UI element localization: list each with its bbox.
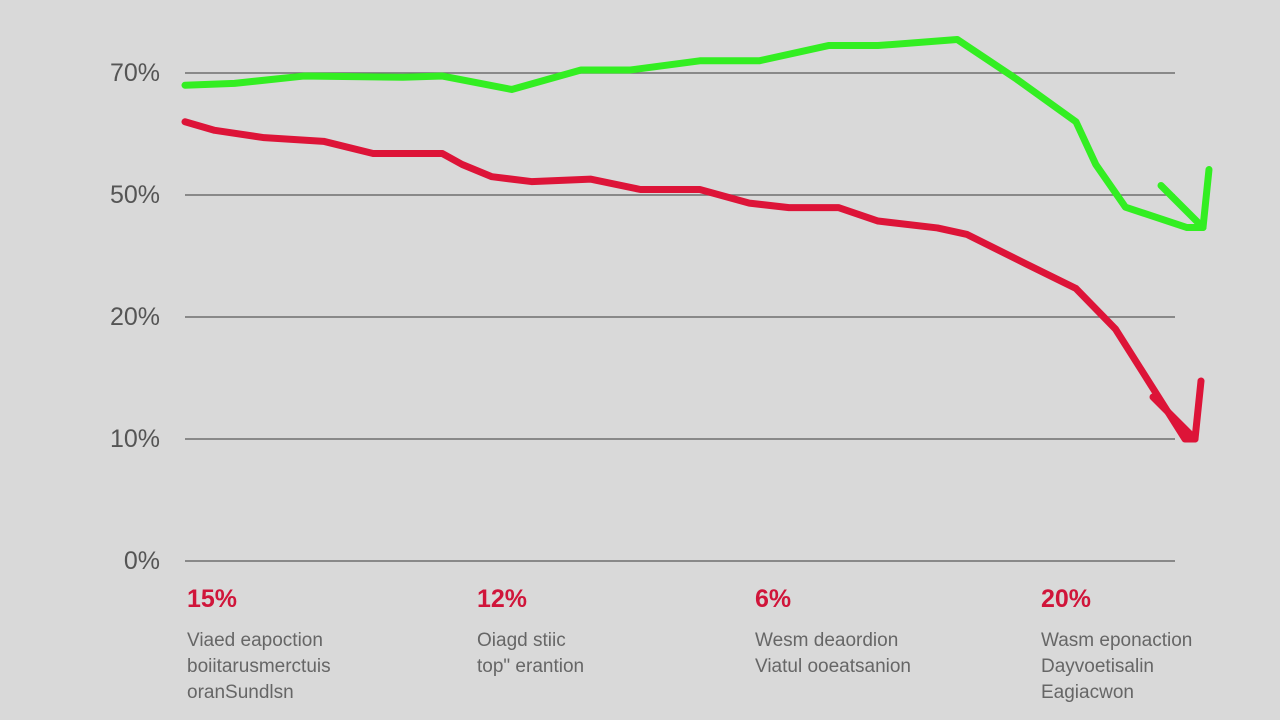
y-tick-label-50: 50% [110, 181, 160, 209]
callout-1-line-3: oranSundlsn [187, 682, 294, 703]
callout-3-line-2: Viatul ooeatsanion [755, 656, 911, 677]
callout-4-line-2: Dayvoetisalin [1041, 656, 1154, 677]
callout-1-line-1: Viaed eapoction [187, 630, 323, 651]
callout-4: 20% Wasm eponaction Dayvoetisalin Eagiac… [1041, 585, 1241, 706]
series-1-arrowhead [1157, 166, 1213, 232]
callout-1-value: 15% [187, 585, 238, 613]
y-tick-label-20: 20% [110, 303, 160, 331]
callout-3-value: 6% [755, 585, 792, 613]
callout-3: 6% Wesm deaordion Viatul ooeatsanion [755, 585, 955, 680]
callout-4-line-3: Eagiacwon [1041, 682, 1134, 703]
y-tick-label-0: 0% [124, 547, 160, 575]
callout-1: 15% Viaed eapoction boiitarusmerctuis or… [187, 585, 387, 706]
callout-2: 12% Oiagd stiic top" erantion [477, 585, 677, 680]
series-2-line [181, 118, 1199, 443]
callout-4-value: 20% [1041, 585, 1092, 613]
y-tick-label-70: 70% [110, 59, 160, 87]
y-tick-label-10: 10% [110, 425, 160, 453]
callout-3-line-1: Wesm deaordion [755, 630, 899, 651]
callout-2-line-2: top" erantion [477, 656, 585, 677]
series-2-arrowhead [1149, 377, 1205, 443]
callout-1-line-2: boiitarusmerctuis [187, 656, 331, 677]
series-1-line [181, 35, 1207, 232]
callout-2-value: 12% [477, 585, 528, 613]
callout-2-line-1: Oiagd stiic [477, 630, 566, 651]
callout-4-line-1: Wasm eponaction [1041, 630, 1193, 651]
